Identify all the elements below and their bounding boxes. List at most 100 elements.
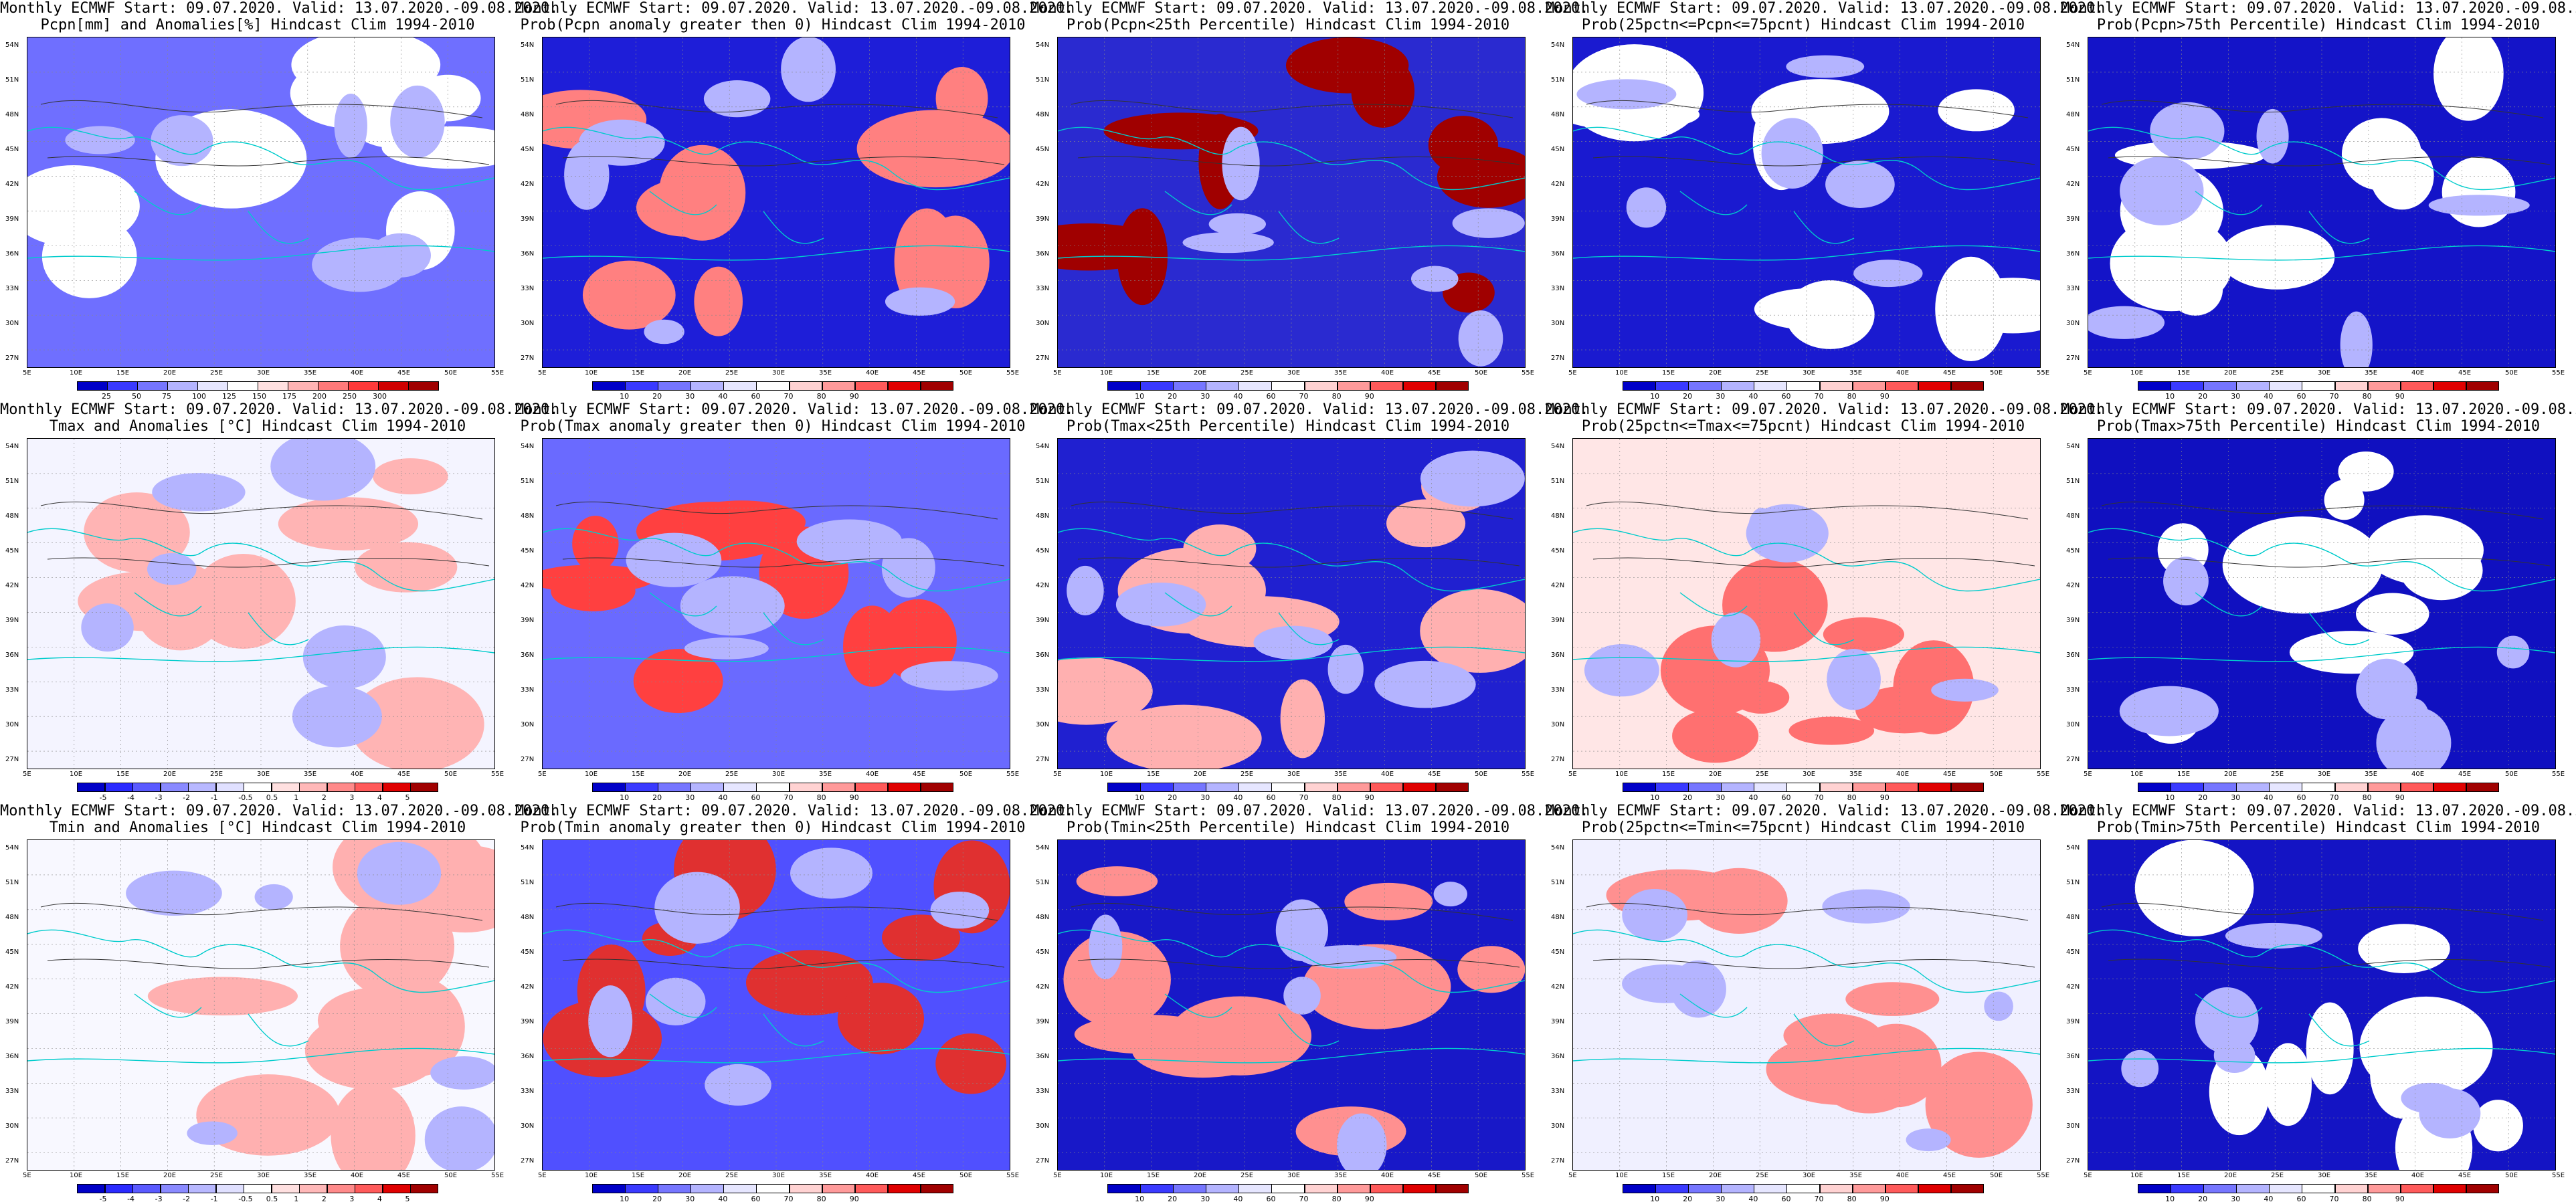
lon-label: 20E: [163, 771, 177, 778]
anomaly-region: [2341, 118, 2422, 191]
lon-label: 50E: [444, 369, 458, 377]
colorbar-swatch: [382, 783, 411, 792]
colorbar: [592, 381, 954, 391]
lat-label: 30N: [2066, 721, 2080, 728]
lon-label: 40E: [2411, 1172, 2425, 1179]
lat-label: 30N: [521, 721, 535, 728]
lat-label: 42N: [1036, 983, 1050, 991]
panel-title-line2: Prob(Pcpn<25th Percentile) Hindcast Clim…: [1066, 17, 1510, 33]
lon-label: 45E: [1428, 369, 1441, 377]
lat-label: 45N: [5, 547, 19, 555]
lon-label: 30E: [772, 1172, 786, 1179]
anomaly-region: [1067, 565, 1104, 615]
coastline: [1573, 528, 2040, 662]
colorbar-swatch: [2138, 783, 2171, 792]
lat-label: 42N: [5, 181, 19, 188]
colorbar-swatch: [355, 783, 383, 792]
colorbar-label: 60: [751, 392, 761, 401]
panel-title-line1: Monthly ECMWF Start: 09.07.2020. Valid: …: [0, 803, 559, 819]
colorbar-swatch: [299, 783, 328, 792]
lat-label: 39N: [5, 1018, 19, 1025]
anomaly-region: [2150, 102, 2225, 160]
lon-label: 55E: [1522, 771, 1535, 778]
colorbar-swatch: [2367, 381, 2401, 391]
colorbar-label: -3: [155, 793, 163, 802]
lat-label: 36N: [1551, 250, 1565, 258]
lon-label: 55E: [491, 771, 504, 778]
lon-label: 5E: [1568, 1172, 1577, 1179]
colorbar-label: 90: [1364, 1195, 1374, 1203]
anomaly-region: [1058, 657, 1153, 725]
anomaly-region: [430, 1056, 494, 1090]
colorbar-swatch: [410, 783, 439, 792]
lon-label: 50E: [959, 771, 973, 778]
anomaly-region: [1761, 118, 1823, 189]
anomaly-region: [1344, 882, 1433, 920]
colorbar-swatch: [1688, 1184, 1722, 1193]
anomaly-region: [1280, 679, 1325, 759]
lon-label: 25E: [2271, 369, 2284, 377]
lon-label: 35E: [304, 771, 317, 778]
contour-line: [40, 100, 490, 167]
anomaly-region: [2433, 37, 2504, 121]
lat-label: 45N: [1036, 948, 1050, 956]
colorbar-label: -0.5: [238, 1195, 253, 1203]
lon-label: 20E: [2224, 369, 2237, 377]
colorbar-swatch: [1402, 1184, 1437, 1193]
lat-label: 48N: [1551, 914, 1565, 921]
lat-label: 54N: [1551, 41, 1565, 49]
lon-label: 15E: [1662, 1172, 1675, 1179]
lon-label: 5E: [1568, 369, 1577, 377]
lon-label: 10E: [585, 1172, 598, 1179]
lat-label: 45N: [5, 146, 19, 153]
colorbar-swatch: [197, 381, 228, 391]
map-field: [543, 37, 1010, 367]
anomaly-region: [65, 126, 135, 155]
lon-label: 50E: [2505, 771, 2518, 778]
lat-label: 48N: [521, 111, 535, 118]
panel-title-line2: Prob(25pctn<=Tmin<=75pcnt) Hindcast Clim…: [1581, 819, 2025, 836]
lat-label: 27N: [1036, 756, 1050, 763]
colorbar-label: 3: [349, 1195, 355, 1203]
panel-title: Monthly ECMWF Start: 09.07.2020. Valid: …: [1546, 401, 2104, 435]
colorbar-swatch: [1786, 381, 1821, 391]
anomaly-region: [2119, 686, 2219, 736]
lon-label: 55E: [2552, 1172, 2565, 1179]
colorbar: [592, 783, 954, 792]
colorbar-swatch: [1107, 1184, 1141, 1193]
panel-title-line1: Monthly ECMWF Start: 09.07.2020. Valid: …: [1030, 401, 1589, 418]
contour-line: [40, 501, 490, 568]
forecast-map: [27, 438, 495, 769]
lat-label: 36N: [521, 651, 535, 659]
lon-label: 30E: [257, 369, 270, 377]
anomaly-region: [582, 260, 676, 330]
forecast-map: [27, 839, 495, 1171]
lon-label: 20E: [163, 369, 177, 377]
lon-label: 15E: [2177, 771, 2191, 778]
lon-label: 40E: [351, 771, 364, 778]
anomaly-region: [856, 110, 1010, 188]
anomaly-region: [1089, 914, 1123, 980]
contour-line: [2101, 501, 2551, 568]
lat-label: 36N: [521, 1053, 535, 1060]
coastline: [1573, 929, 2040, 1064]
colorbar-swatch: [1754, 381, 1787, 391]
lon-label: 30E: [1803, 369, 1816, 377]
lat-label: 54N: [1551, 844, 1565, 851]
anomaly-region: [1766, 1033, 1920, 1106]
colorbar-label: 30: [1200, 1195, 1210, 1203]
anomaly-region: [2428, 195, 2530, 216]
map-field: [27, 37, 494, 367]
colorbar-swatch: [887, 1184, 921, 1193]
colorbar-label: 80: [1331, 392, 1342, 401]
colorbar-label: 150: [252, 392, 266, 401]
map-field: [2088, 840, 2555, 1170]
map-field: [1058, 37, 1525, 367]
lon-label: 55E: [1006, 1172, 1020, 1179]
colorbar: [2138, 1184, 2500, 1193]
colorbar-swatch: [2236, 381, 2270, 391]
colorbar: [77, 1184, 439, 1193]
lon-label: 50E: [959, 1172, 973, 1179]
lon-label: 15E: [1147, 369, 1160, 377]
colorbar-label: 70: [2329, 1195, 2339, 1203]
